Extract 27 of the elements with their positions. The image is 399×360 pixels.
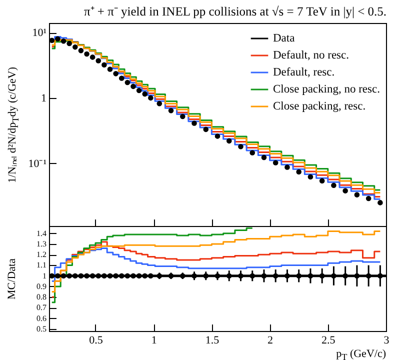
x-tick-label: 2: [268, 334, 274, 346]
chart-title: π⁺ + π⁻ yield in INEL pp collisions at √s = 7 TeV in |y| < 0.5.: [84, 4, 386, 18]
y-tick-label: 1: [42, 271, 46, 280]
legend-label: Close packing, resc.: [273, 100, 366, 112]
legend-label: Data: [273, 32, 295, 44]
y-tick-label: 0.7: [36, 303, 46, 312]
y-tick-label: 10⁻¹: [28, 158, 46, 170]
y-axis-title: MC/Data: [6, 258, 18, 299]
x-tick-label: 1: [151, 334, 157, 346]
y-tick-label: 1.4: [36, 228, 46, 238]
y-tick-label: 10¹: [32, 27, 46, 40]
y-tick-label: 1: [41, 92, 46, 104]
legend-label: Default, resc.: [273, 66, 335, 78]
y-tick-label: 1.3: [36, 240, 46, 249]
y-tick-label: 0.5: [36, 324, 46, 334]
x-tick-label: 0.5: [89, 334, 104, 346]
x-tick-label: 2.5: [322, 334, 336, 346]
y-tick-label: 0.6: [36, 314, 46, 323]
y-tick-label: 1.2: [36, 250, 46, 260]
x-axis-title: p$_{T}$ (GeV/c): [336, 348, 386, 360]
legend-label: Default, no resc.: [273, 50, 350, 62]
legend-label: Close packing, no resc.: [273, 84, 380, 96]
y-tick-label: 1.1: [36, 260, 46, 270]
y-tick-label: 0.9: [36, 282, 46, 291]
x-tick-label: 3: [384, 334, 390, 346]
y-tick-label: 0.8: [36, 292, 46, 302]
x-tick-label: 1.5: [205, 334, 220, 346]
